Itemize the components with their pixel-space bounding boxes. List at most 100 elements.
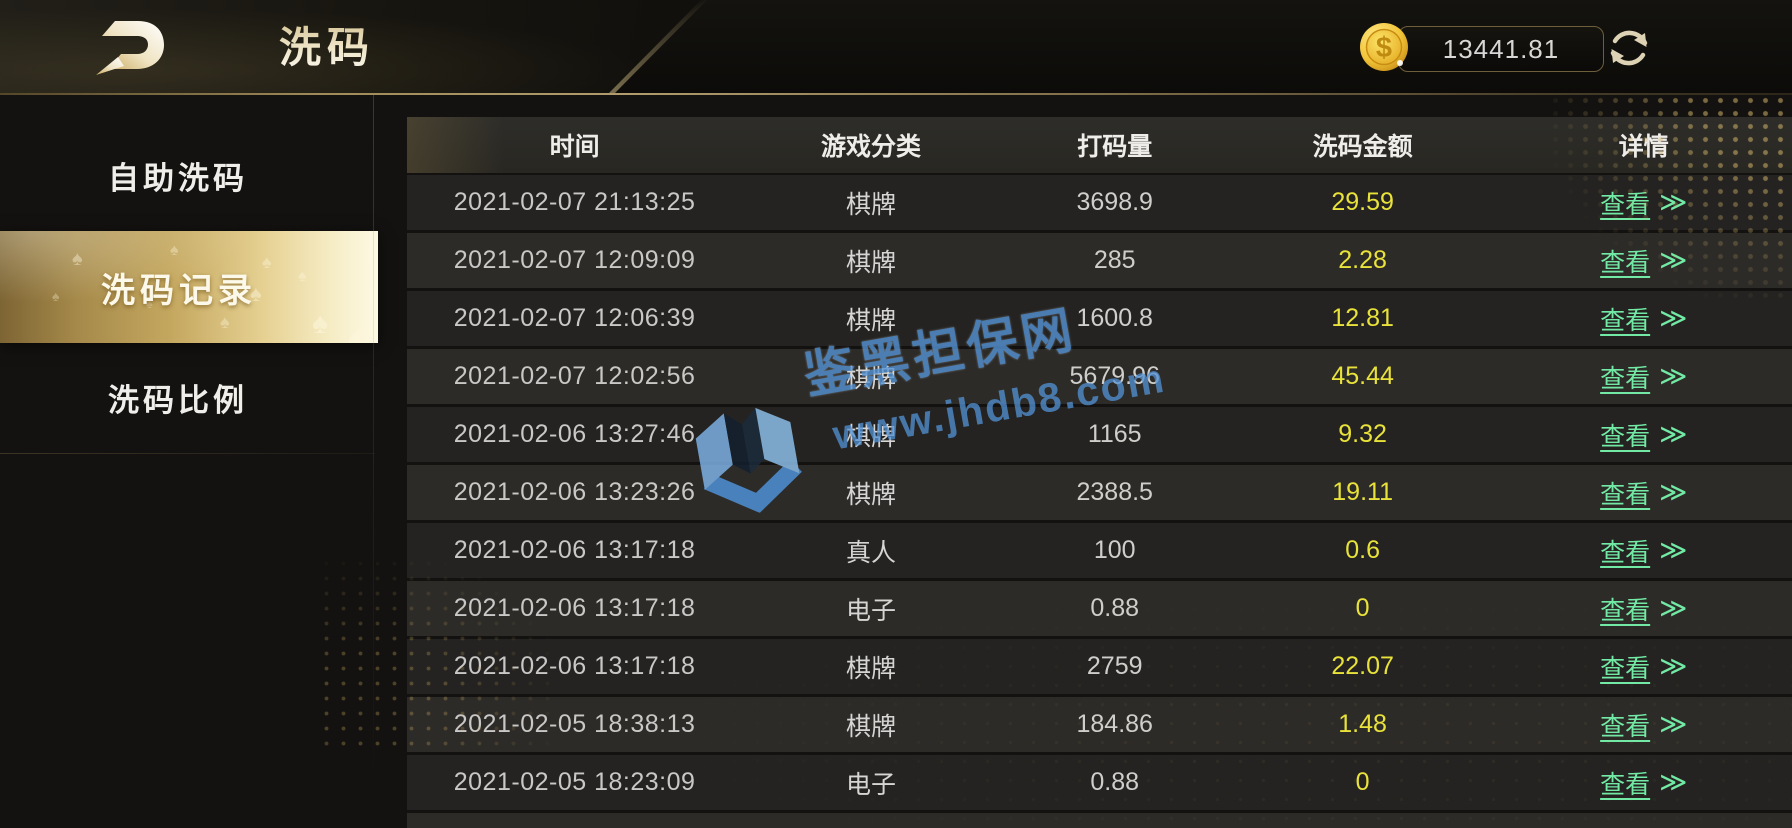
column-header-rebate: 洗码金额 bbox=[1312, 133, 1413, 161]
sidebar-item-rebate-ratio[interactable]: 洗码比例 bbox=[0, 342, 356, 453]
view-details-link[interactable]: 查看 ≫ bbox=[1496, 649, 1792, 685]
view-label: 查看 bbox=[1600, 770, 1651, 799]
spade-icon: ♠ bbox=[220, 312, 230, 332]
sidebar-item-label: 洗码记录 bbox=[101, 271, 257, 310]
cell-time: 2021-02-07 12:09:09 bbox=[453, 246, 696, 274]
table-row: 2021-02-07 12:09:09 棋牌 285 2.28 查看 ≫ bbox=[407, 233, 1792, 288]
spade-icon: ♠ bbox=[52, 288, 60, 304]
cell-time: 2021-02-05 18:23:09 bbox=[453, 768, 696, 796]
view-details-link[interactable]: 查看 ≫ bbox=[1496, 591, 1792, 627]
cell-time: 2021-02-07 21:13:25 bbox=[453, 188, 696, 216]
view-label: 查看 bbox=[1600, 190, 1651, 219]
cell-category: 棋牌 bbox=[845, 190, 896, 219]
column-header-details: 详情 bbox=[1618, 133, 1669, 161]
cell-rebate: 1.48 bbox=[1338, 710, 1387, 738]
cell-rebate: 9.32 bbox=[1338, 420, 1387, 448]
cell-rebate: 0.6 bbox=[1345, 536, 1380, 564]
cell-category: 棋牌 bbox=[845, 248, 896, 277]
double-chevron-icon: ≫ bbox=[1659, 593, 1688, 623]
sidebar-item-self-rebate[interactable]: 自助洗码 bbox=[0, 120, 356, 231]
cell-wager: 184.86 bbox=[1076, 710, 1153, 738]
spade-icon: ♠ bbox=[72, 248, 83, 270]
view-details-link[interactable]: 查看 ≫ bbox=[1496, 765, 1792, 801]
table-row: 2021-02-06 13:23:26 棋牌 2388.5 19.11 查看 ≫ bbox=[407, 465, 1792, 520]
view-label: 查看 bbox=[1600, 422, 1651, 451]
view-details-link[interactable]: 查看 ≫ bbox=[1496, 243, 1792, 279]
top-bar-left-panel bbox=[0, 0, 705, 93]
view-label: 查看 bbox=[1600, 306, 1651, 335]
spade-icon: ♠ bbox=[146, 296, 153, 311]
view-details-link[interactable]: 查看 ≫ bbox=[1496, 185, 1792, 221]
balance-value: 13441.81 bbox=[1442, 33, 1560, 64]
table-row: 2021-02-06 13:17:18 真人 100 0.6 查看 ≫ bbox=[407, 523, 1792, 578]
table-header: 时间 游戏分类 打码量 洗码金额 详情 bbox=[407, 117, 1792, 173]
view-details-link[interactable]: 查看 ≫ bbox=[1496, 301, 1792, 337]
view-label: 查看 bbox=[1600, 480, 1651, 509]
spade-icon: ♠ bbox=[170, 242, 179, 259]
double-chevron-icon: ≫ bbox=[1659, 651, 1688, 681]
cell-rebate: 29.59 bbox=[1331, 188, 1394, 216]
double-chevron-icon: ≫ bbox=[1659, 477, 1688, 507]
double-chevron-icon: ≫ bbox=[1659, 187, 1688, 217]
view-label: 查看 bbox=[1600, 248, 1651, 277]
cell-wager: 3698.9 bbox=[1076, 188, 1153, 216]
cell-rebate: 2.28 bbox=[1338, 246, 1387, 274]
cell-category: 棋牌 bbox=[845, 306, 896, 335]
double-chevron-icon: ≫ bbox=[1659, 709, 1688, 739]
cell-time: 2021-02-07 12:06:39 bbox=[453, 304, 696, 332]
sidebar-separator bbox=[0, 453, 375, 454]
cell-category: 棋牌 bbox=[845, 422, 896, 451]
view-details-link[interactable]: 查看 ≫ bbox=[1496, 475, 1792, 511]
view-details-link[interactable]: 查看 ≫ bbox=[1496, 707, 1792, 743]
cell-category: 棋牌 bbox=[845, 480, 896, 509]
view-details-link[interactable]: 查看 ≫ bbox=[1496, 359, 1792, 395]
table-row: 2021-02-07 21:13:25 棋牌 3698.9 29.59 查看 ≫ bbox=[407, 175, 1792, 230]
cell-category: 电子 bbox=[845, 596, 896, 625]
double-chevron-icon: ≫ bbox=[1659, 419, 1688, 449]
view-details-link[interactable]: 查看 ≫ bbox=[1496, 533, 1792, 569]
column-header-time: 时间 bbox=[549, 133, 600, 161]
svg-text:$: $ bbox=[1376, 32, 1392, 64]
cell-time: 2021-02-06 13:27:46 bbox=[453, 420, 696, 448]
cell-wager: 2759 bbox=[1086, 652, 1143, 680]
sidebar-item-label: 自助洗码 bbox=[108, 161, 248, 196]
cell-category: 棋牌 bbox=[845, 654, 896, 683]
table-row: 2021-02-07 12:02:56 棋牌 5679.96 45.44 查看 … bbox=[407, 349, 1792, 404]
view-label: 查看 bbox=[1600, 538, 1651, 567]
cell-wager: 285 bbox=[1093, 246, 1136, 274]
double-chevron-icon: ≫ bbox=[1659, 361, 1688, 391]
spade-icon: ♠ bbox=[348, 310, 373, 343]
cell-wager: 5679.96 bbox=[1069, 362, 1160, 390]
cell-wager: 0.88 bbox=[1090, 594, 1140, 622]
view-label: 查看 bbox=[1600, 654, 1651, 683]
view-label: 查看 bbox=[1600, 364, 1651, 393]
cell-rebate: 45.44 bbox=[1331, 362, 1394, 390]
cell-wager: 100 bbox=[1093, 536, 1136, 564]
cell-category: 棋牌 bbox=[845, 712, 896, 741]
brand-logo-icon[interactable] bbox=[94, 17, 168, 77]
balance-field: 13441.81 bbox=[1398, 26, 1604, 72]
cell-rebate: 19.11 bbox=[1332, 478, 1393, 506]
table-body: 2021-02-07 21:13:25 棋牌 3698.9 29.59 查看 ≫… bbox=[407, 175, 1792, 828]
cell-wager: 2388.5 bbox=[1076, 478, 1153, 506]
cell-time: 2021-02-06 13:17:18 bbox=[453, 536, 696, 564]
spade-icon: ♠ bbox=[298, 268, 307, 285]
view-label: 查看 bbox=[1600, 596, 1651, 625]
sidebar-item-label: 洗码比例 bbox=[108, 383, 248, 418]
sidebar-item-rebate-records-selected[interactable]: 洗码记录 ♠ ♠ ♠ ♠ ♠ ♠ ♠ ♠ ♠ ♠ bbox=[0, 231, 378, 343]
cell-category: 电子 bbox=[845, 770, 896, 799]
spade-icon: ♠ bbox=[312, 307, 328, 340]
cell-rebate: 0 bbox=[1355, 768, 1370, 796]
table-row: 2021-02-06 13:17:18 棋牌 2759 22.07 查看 ≫ bbox=[407, 639, 1792, 694]
cell-rebate: 0 bbox=[1355, 594, 1370, 622]
refresh-button[interactable] bbox=[1604, 23, 1654, 73]
cell-wager: 1165 bbox=[1087, 420, 1142, 448]
cell-time: 2021-02-05 18:38:13 bbox=[453, 710, 696, 738]
cell-rebate: 12.81 bbox=[1331, 304, 1394, 332]
gold-coin-icon: $ bbox=[1360, 23, 1408, 71]
view-details-link[interactable]: 查看 ≫ bbox=[1496, 417, 1792, 453]
double-chevron-icon: ≫ bbox=[1659, 535, 1688, 565]
view-label: 查看 bbox=[1600, 712, 1651, 741]
table-row: 2021-02-07 12:06:39 棋牌 1600.8 12.81 查看 ≫ bbox=[407, 291, 1792, 346]
